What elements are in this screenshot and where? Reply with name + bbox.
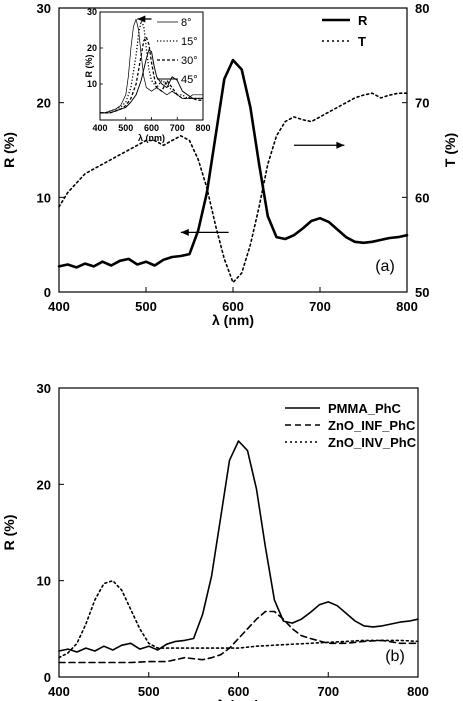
inset-shift-arrow-head xyxy=(137,15,146,23)
y-axis-label: R (%) xyxy=(1,515,17,551)
y-tick-label: 10 xyxy=(37,574,51,589)
r-axis-arrow-head xyxy=(180,228,189,236)
inset-frame xyxy=(99,11,204,121)
x-tick-label: 800 xyxy=(407,684,429,699)
panel-b-chart: 400 500 600 700 800 0 10 20 30 λ (nm) R (%) PMMA_Ph… xyxy=(1,381,429,701)
inset-y-tick-label: 10 xyxy=(87,79,97,89)
y-tick-label: 30 xyxy=(37,1,51,16)
inset-y-tick-label: 30 xyxy=(87,7,97,17)
legend-label: PMMA_PhC xyxy=(328,401,402,416)
t-axis-arrow-head xyxy=(336,141,345,149)
y-tick-label: 20 xyxy=(37,477,51,492)
series-line-0 xyxy=(57,58,409,269)
y2-axis-label: T (%) xyxy=(442,133,458,167)
inset-series-line-0 xyxy=(100,18,203,114)
inset-series-line-1 xyxy=(100,20,203,114)
inset-series-line-3 xyxy=(100,49,203,114)
x-tick-label: 500 xyxy=(138,684,160,699)
series-line-2 xyxy=(58,579,419,659)
legend-label: ZnO_INV_PhC xyxy=(328,435,417,450)
y-tick-label: 0 xyxy=(44,285,51,300)
y-axis-label: R (%) xyxy=(1,132,17,168)
y2-tick-label: 60 xyxy=(415,190,429,205)
inset-y-axis-label: R (%) xyxy=(84,55,94,78)
series-line-1 xyxy=(58,92,408,284)
inset-x-tick-label: 800 xyxy=(195,123,210,133)
series-line-1 xyxy=(58,610,419,664)
legend-label: R xyxy=(358,13,368,28)
inset-legend-label: 30° xyxy=(181,55,198,67)
y-tick-label: 30 xyxy=(37,381,51,396)
y2-tick-label: 50 xyxy=(415,285,429,300)
y-tick-label: 20 xyxy=(37,96,51,111)
series-line-0 xyxy=(58,440,419,653)
x-tick-label: 800 xyxy=(396,299,418,314)
legend-label: ZnO_INF_PhC xyxy=(328,418,416,433)
panel-a-inset-chart: 400 500 600 700 800 10 20 30 λ (nm) R (%) 8° 15° 30°… xyxy=(84,7,211,143)
y-tick-label: 10 xyxy=(37,190,51,205)
inset-x-tick-label: 600 xyxy=(144,123,159,133)
x-tick-label: 400 xyxy=(48,684,70,699)
y-tick-label: 0 xyxy=(44,670,51,685)
x-tick-label: 600 xyxy=(228,684,250,699)
panel-label: (a) xyxy=(375,258,395,275)
inset-legend-label: 15° xyxy=(181,36,198,48)
legend-label: T xyxy=(358,34,366,49)
y2-tick-label: 70 xyxy=(415,96,429,111)
inset-legend-label: 8° xyxy=(181,17,192,29)
inset-legend-label: 45° xyxy=(181,74,198,86)
inset-y-tick-label: 20 xyxy=(87,43,97,53)
x-axis-label: λ (nm) xyxy=(218,697,260,701)
x-tick-label: 700 xyxy=(317,684,339,699)
y2-tick-label: 80 xyxy=(415,1,429,16)
x-tick-label: 600 xyxy=(222,299,244,314)
panel-a-chart: 400 500 600 700 800 0 10 20 30 50 60 70 80 T (%) λ (nm… xyxy=(1,1,458,328)
inset-x-tick-label: 500 xyxy=(118,123,133,133)
x-tick-label: 500 xyxy=(135,299,157,314)
x-tick-label: 700 xyxy=(309,299,331,314)
inset-x-tick-label: 700 xyxy=(170,123,185,133)
inset-x-axis-label: λ (nm) xyxy=(138,133,165,143)
panel-label: (b) xyxy=(385,648,405,665)
x-axis-label: λ (nm) xyxy=(212,312,254,328)
x-tick-label: 400 xyxy=(48,299,70,314)
inset-x-tick-label: 400 xyxy=(92,123,107,133)
